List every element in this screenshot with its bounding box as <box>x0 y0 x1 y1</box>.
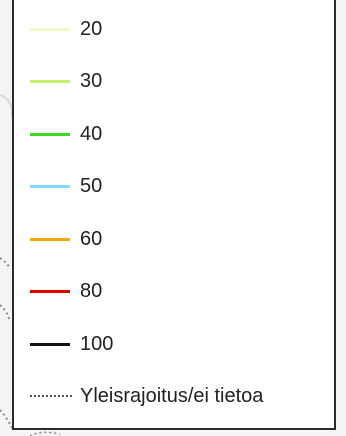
map-dotted-road-2 <box>0 304 11 323</box>
legend-swatch-100 <box>30 342 70 346</box>
legend-label: Yleisrajoitus/ei tietoa <box>80 385 264 407</box>
legend-swatch-50 <box>30 184 70 188</box>
legend-item: 100 <box>30 329 113 359</box>
map-dotted-road-3 <box>0 409 13 429</box>
legend-label: 30 <box>80 70 103 92</box>
legend-label: 100 <box>80 333 114 355</box>
legend-item: 50 <box>30 171 102 201</box>
speed-limit-legend: 20 30 40 50 60 80 100 Yleisrajoitus/ei t… <box>12 0 336 430</box>
legend-label: 40 <box>80 123 103 145</box>
legend-swatch-80 <box>30 289 70 293</box>
legend-swatch-20 <box>30 27 70 31</box>
legend-item: 40 <box>30 119 102 149</box>
legend-swatch-general-limit <box>30 395 72 397</box>
legend-swatch-40 <box>30 132 70 136</box>
map-dotted-road <box>0 257 11 269</box>
legend-label: 60 <box>80 228 103 250</box>
legend-item: Yleisrajoitus/ei tietoa <box>30 381 263 411</box>
legend-label: 50 <box>80 175 103 197</box>
legend-item: 20 <box>30 14 102 44</box>
legend-label: 80 <box>80 280 103 302</box>
legend-label: 20 <box>80 18 103 40</box>
legend-item: 30 <box>30 66 102 96</box>
legend-swatch-60 <box>30 237 70 241</box>
legend-swatch-30 <box>30 79 70 83</box>
legend-item: 80 <box>30 276 102 306</box>
legend-item: 60 <box>30 224 102 254</box>
